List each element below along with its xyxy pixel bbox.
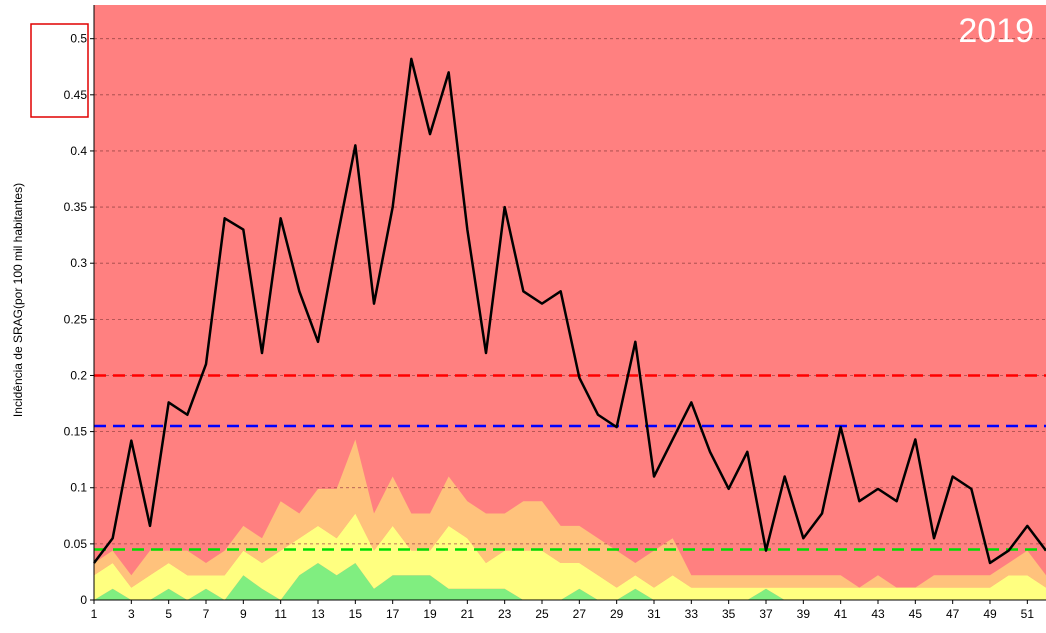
x-tick-label: 23: [498, 607, 512, 621]
y-tick-label: 0.1: [70, 481, 87, 495]
x-tick-label: 25: [535, 607, 549, 621]
y-tick-label: 0: [80, 593, 87, 607]
x-tick-label: 37: [759, 607, 773, 621]
x-tick-label: 39: [797, 607, 811, 621]
y-tick-label: 0.35: [64, 200, 88, 214]
band-area: [94, 562, 1046, 600]
x-tick-label: 13: [311, 607, 325, 621]
x-tick-label: 49: [983, 607, 997, 621]
x-tick-label: 47: [946, 607, 960, 621]
data-line: [93, 57, 1046, 565]
y-tick-label: 0.5: [70, 32, 87, 46]
y-tick-label: 0.45: [64, 88, 88, 102]
band-area: [94, 439, 1046, 588]
x-tick-label: 21: [461, 607, 475, 621]
plot-background: [94, 5, 1046, 600]
plot-area: [93, 5, 1046, 600]
x-tick-label: 27: [573, 607, 587, 621]
x-tick-label: 11: [274, 607, 287, 621]
highlight-box: [30, 23, 89, 118]
x-tick-label: 9: [240, 607, 247, 621]
x-tick-label: 51: [1021, 607, 1035, 621]
band-area: [94, 513, 1046, 600]
x-tick-label: 1: [91, 607, 98, 621]
x-tick-label: 3: [128, 607, 135, 621]
x-tick-label: 19: [423, 607, 437, 621]
x-tick-label: 33: [685, 607, 699, 621]
x-tick-label: 29: [610, 607, 624, 621]
y-axis-label: Incidência de SRAG(por 100 mil habitante…: [11, 183, 25, 417]
x-tick-label: 15: [349, 607, 363, 621]
x-tick-label: 41: [834, 607, 848, 621]
x-tick-label: 45: [909, 607, 923, 621]
y-tick-label: 0.3: [70, 256, 87, 270]
x-tick-label: 43: [871, 607, 885, 621]
annotation: 2019: [958, 12, 1034, 50]
x-tick-label: 17: [386, 607, 400, 621]
y-tick-label: 0.4: [70, 144, 87, 158]
y-tick-label: 0.2: [70, 368, 87, 382]
x-tick-label: 31: [647, 607, 661, 621]
y-tick-label: 0.05: [64, 537, 88, 551]
x-tick-label: 7: [203, 607, 210, 621]
y-tick-label: 0.25: [64, 312, 88, 326]
y-tick-label: 0.15: [64, 425, 88, 439]
x-tick-label: 35: [722, 607, 736, 621]
x-tick-label: 5: [165, 607, 172, 621]
